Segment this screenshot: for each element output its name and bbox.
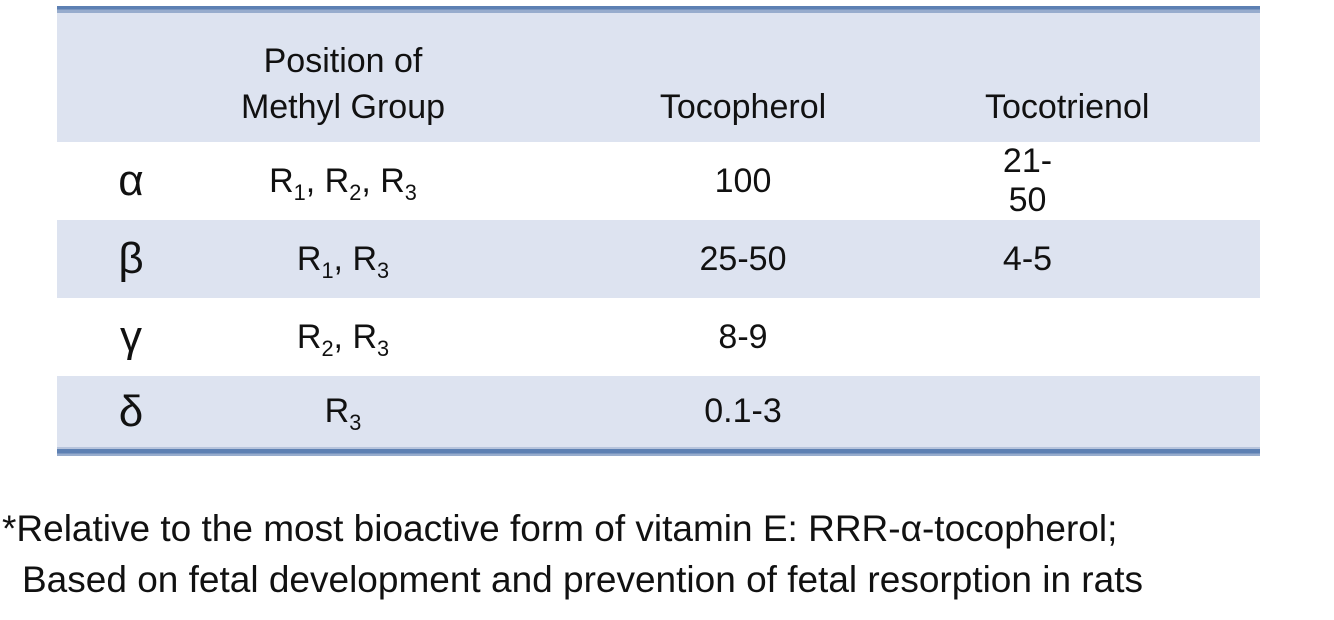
vitamer-cell: γ [120,312,142,361]
footnote-line1: *Relative to the most bioactive form of … [2,508,1118,549]
header-cell-tocopherol: Tocopherol [501,13,985,142]
methyl-positions-cell: R1, R2, R3 [269,161,417,205]
header-cell-tocotrienol: Tocotrienol [985,13,1260,142]
tocotrienol-value-cell [985,376,1260,447]
table-row-gamma: γ R2, R3 8-9 [57,298,1260,376]
vitamin-e-bioactivity-table: Position of Methyl Group Tocopherol Toco… [57,13,1260,447]
table-top-rule [57,6,1260,13]
header-cell-form [57,13,205,142]
table-bottom-rule [57,447,1260,456]
table-row-beta: β R1, R3 25-50 4-5 [57,220,1260,298]
tocopherol-value-cell: 100 [714,161,772,200]
footnote: *Relative to the most bioactive form of … [2,503,1143,605]
table-row-alpha: α R1, R2, R3 100 21-50 [57,142,1260,220]
bioactivity-table-block: Position of Methyl Group Tocopherol Toco… [57,6,1260,456]
vitamer-cell: α [118,156,144,205]
vitamer-cell: β [118,234,144,283]
header-position-line2: Methyl Group [240,88,446,126]
header-cell-methyl-position: Position of Methyl Group [205,13,501,142]
methyl-positions-cell: R2, R3 [296,317,390,361]
tocopherol-value-cell: 8-9 [718,317,768,356]
methyl-positions-cell: R3 [324,392,362,435]
methyl-positions-cell: R1, R3 [296,239,390,283]
tocotrienol-value-cell: 4-5 [1002,239,1053,278]
header-position-line1: Position of [263,42,423,80]
tocotrienol-value-cell [985,298,1260,376]
footnote-line2: Based on fetal development and preventio… [22,559,1143,600]
vitamer-cell: δ [118,386,144,436]
header-row: Position of Methyl Group Tocopherol Toco… [57,13,1260,142]
tocopherol-value-cell: 25-50 [699,239,787,278]
table-row-delta: δ R3 0.1-3 [57,376,1260,447]
tocopherol-value-cell: 0.1-3 [704,392,782,430]
tocotrienol-value-cell: 21-50 [1002,142,1053,219]
